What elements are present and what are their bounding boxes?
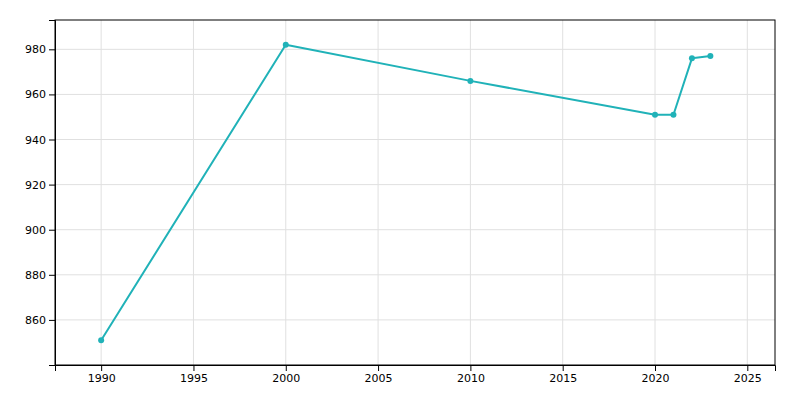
grid-line-x bbox=[285, 20, 286, 365]
grid-line-x bbox=[747, 20, 748, 365]
grid-line-y bbox=[55, 184, 775, 185]
x-tick-label: 2020 bbox=[642, 372, 670, 385]
grid-line-y bbox=[55, 139, 775, 140]
x-axis: 1990 1995 2000 2005 2010 2015 2020 2025 bbox=[56, 365, 776, 385]
x-tick-label: 1990 bbox=[88, 372, 116, 385]
y-tick-mark bbox=[49, 140, 55, 141]
chart: 1990 1995 2000 2005 2010 2015 2020 2025 860 880 90… bbox=[0, 0, 800, 400]
x-tick-mark bbox=[470, 365, 471, 371]
y-tick: 860 bbox=[25, 314, 55, 327]
plot-frame bbox=[55, 20, 775, 365]
x-tick-mark bbox=[563, 365, 564, 371]
y-tick-label: 880 bbox=[25, 269, 46, 282]
y-tick-mark bbox=[49, 230, 55, 231]
x-tick-label: 2010 bbox=[457, 372, 485, 385]
grid bbox=[55, 20, 775, 365]
grid-line-x bbox=[470, 20, 471, 365]
grid-line-x bbox=[562, 20, 563, 365]
x-tick-label: 2005 bbox=[365, 372, 393, 385]
point bbox=[689, 55, 695, 61]
x-axis-line bbox=[56, 366, 776, 372]
x-tick: 2015 bbox=[549, 365, 577, 385]
point bbox=[652, 112, 658, 118]
x-tick: 2020 bbox=[642, 365, 670, 385]
y-tick: 960 bbox=[25, 88, 55, 101]
x-tick: 2025 bbox=[734, 365, 762, 385]
line bbox=[101, 45, 710, 340]
grid-line-x bbox=[378, 20, 379, 365]
grid-line-x bbox=[101, 20, 102, 365]
y-axis-line bbox=[49, 21, 56, 366]
y-tick-mark bbox=[49, 275, 55, 276]
x-tick-mark bbox=[101, 365, 102, 371]
x-tick-mark bbox=[193, 365, 194, 371]
y-tick: 880 bbox=[25, 269, 55, 282]
x-tick: 2005 bbox=[365, 365, 393, 385]
x-tick-mark bbox=[378, 365, 379, 371]
y-tick: 980 bbox=[25, 43, 55, 56]
point bbox=[467, 78, 473, 84]
y-tick: 920 bbox=[25, 179, 55, 192]
y-tick-label: 860 bbox=[25, 314, 46, 327]
point bbox=[283, 42, 289, 48]
point bbox=[707, 53, 713, 59]
y-tick-mark bbox=[49, 94, 55, 95]
y-tick: 940 bbox=[25, 134, 55, 147]
grid-line-y bbox=[55, 229, 775, 230]
y-tick-mark bbox=[49, 185, 55, 186]
x-tick-mark bbox=[655, 365, 656, 371]
y-tick-label: 940 bbox=[25, 134, 46, 147]
y-tick-label: 980 bbox=[25, 43, 46, 56]
y-tick: 900 bbox=[25, 224, 55, 237]
y-axis: 860 880 900 920 940 960 980 bbox=[25, 21, 56, 366]
grid-line-y bbox=[55, 319, 775, 320]
x-tick-label: 2000 bbox=[272, 372, 300, 385]
x-tick: 2000 bbox=[272, 365, 300, 385]
y-tick-label: 920 bbox=[25, 179, 46, 192]
point bbox=[98, 337, 104, 343]
x-tick-label: 2025 bbox=[734, 372, 762, 385]
x-tick-mark bbox=[747, 365, 748, 371]
y-tick-label: 900 bbox=[25, 224, 46, 237]
grid-line-y bbox=[55, 274, 775, 275]
x-tick-label: 2015 bbox=[549, 372, 577, 385]
x-tick: 1990 bbox=[88, 365, 116, 385]
y-tick-label: 960 bbox=[25, 88, 46, 101]
data-layer bbox=[98, 42, 713, 343]
y-tick-mark bbox=[49, 49, 55, 50]
y-tick-mark bbox=[49, 320, 55, 321]
grid-line-y bbox=[55, 49, 775, 50]
x-tick-mark bbox=[286, 365, 287, 371]
x-tick: 1995 bbox=[180, 365, 208, 385]
point bbox=[670, 112, 676, 118]
x-tick-label: 1995 bbox=[180, 372, 208, 385]
grid-line-y bbox=[55, 94, 775, 95]
x-tick: 2010 bbox=[457, 365, 485, 385]
plot-area: 1990 1995 2000 2005 2010 2015 2020 2025 860 880 90… bbox=[25, 20, 776, 385]
grid-line-x bbox=[655, 20, 656, 365]
